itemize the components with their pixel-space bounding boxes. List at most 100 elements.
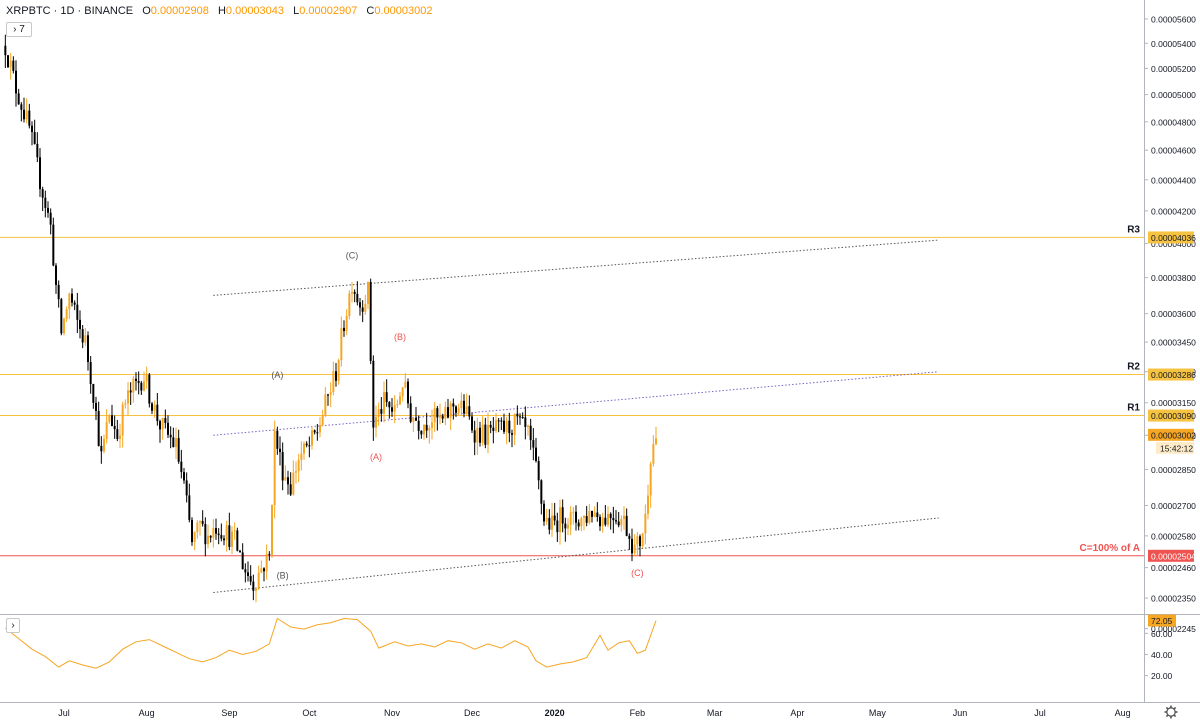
indicators-collapse-button[interactable]: › 7 xyxy=(6,22,32,37)
candle-body xyxy=(164,418,167,423)
level-label: C=100% of A xyxy=(1080,543,1140,554)
candle-body xyxy=(649,463,652,496)
candle-body xyxy=(615,520,618,522)
oscillator-collapse-button[interactable]: › xyxy=(6,618,20,633)
level-price-tag xyxy=(1148,549,1194,562)
candle-body xyxy=(108,415,111,423)
candle-body xyxy=(631,538,634,554)
price-tick-label: 0.00002245 xyxy=(1151,624,1196,634)
candle-body xyxy=(201,521,204,524)
candle-body xyxy=(183,472,186,481)
candle-body xyxy=(172,437,175,448)
candle-body xyxy=(57,284,60,300)
candle-body xyxy=(356,293,359,303)
candle-body xyxy=(380,409,383,414)
candle-body xyxy=(495,420,498,431)
candle-body xyxy=(577,522,580,527)
price-tick-label: 0.00005000 xyxy=(1151,90,1196,100)
candle-body xyxy=(393,405,396,412)
candle-body xyxy=(231,531,234,547)
price-tick-label: 0.00002350 xyxy=(1151,594,1196,604)
price-tick-label: 0.00004200 xyxy=(1151,206,1196,216)
time-axis[interactable]: Jul Aug Sep Oct Nov Dec 2020 Feb Mar Apr May Jun Jul… xyxy=(58,708,1130,718)
candle-body xyxy=(156,404,159,422)
candle-body xyxy=(332,371,335,392)
candle-body xyxy=(111,415,114,426)
candle-body xyxy=(476,427,479,443)
price-axis[interactable]: 0.00005600 0.00005400 0.00005200 0.00005000… xyxy=(1144,15,1196,635)
candle-body xyxy=(292,472,295,495)
osc-tick-label: 20.00 xyxy=(1151,671,1173,681)
candle-body xyxy=(54,265,57,285)
trend-line-lower-channel[interactable] xyxy=(213,517,939,593)
candle-body xyxy=(220,535,223,539)
candle-body xyxy=(511,433,514,435)
candle-body xyxy=(249,575,252,582)
price-tick-label: 0.00002700 xyxy=(1151,501,1196,511)
level-price-tag-text: 0.00003286 xyxy=(1151,370,1196,380)
settings-gear-icon[interactable] xyxy=(1164,705,1178,719)
candle-body xyxy=(124,403,127,405)
candle-body xyxy=(529,425,532,441)
time-tick-label: Jul xyxy=(58,708,70,718)
countdown-text: 15:42:12 xyxy=(1160,443,1193,453)
candle-body xyxy=(252,581,255,591)
candle-body xyxy=(367,281,370,304)
candle-body xyxy=(6,55,9,68)
level-label: R1 xyxy=(1127,403,1140,414)
trend-line-middle-channel[interactable] xyxy=(213,371,939,436)
candle-body xyxy=(14,70,17,94)
candle-body xyxy=(135,378,138,381)
candle-body xyxy=(567,524,570,529)
candle-body xyxy=(46,207,49,213)
candle-body xyxy=(641,533,644,547)
candlestick-series xyxy=(4,34,658,603)
level-price-tag-text: 0.00002504 xyxy=(1151,551,1196,561)
candle-body xyxy=(385,392,388,403)
candle-body xyxy=(479,427,482,443)
time-tick-label: Aug xyxy=(139,708,155,718)
oscillator-line xyxy=(4,617,657,669)
candle-body xyxy=(551,515,554,530)
candle-body xyxy=(316,432,319,434)
candle-body xyxy=(199,521,202,523)
candle-body xyxy=(391,407,394,412)
candle-body xyxy=(161,418,164,430)
time-tick-label: 2020 xyxy=(545,708,565,718)
candle-body xyxy=(132,378,135,393)
candle-body xyxy=(351,292,354,294)
candle-body xyxy=(377,409,380,417)
candle-body xyxy=(215,528,218,534)
low-value: 0.00002907 xyxy=(299,5,358,17)
candle-body xyxy=(87,335,90,362)
candle-body xyxy=(505,420,508,432)
candle-body xyxy=(116,429,119,439)
candle-body xyxy=(596,512,599,517)
candle-body xyxy=(655,438,658,445)
candle-body xyxy=(599,516,602,527)
candle-body xyxy=(297,459,300,472)
open-value: 0.00002908 xyxy=(150,5,209,17)
price-tick-label: 0.00003800 xyxy=(1151,273,1196,283)
candle-body xyxy=(287,477,290,485)
candle-body xyxy=(244,569,247,573)
high-label: H xyxy=(217,5,226,17)
candle-body xyxy=(343,327,346,332)
candle-body xyxy=(71,293,74,303)
symbol-title[interactable]: XRPBTC · 1D · BINANCE xyxy=(6,5,134,17)
candle-body xyxy=(497,420,500,422)
candle-body xyxy=(580,518,583,527)
candle-body xyxy=(447,407,450,418)
candle-body xyxy=(151,403,154,411)
candle-body xyxy=(633,544,636,554)
wave-label: (A) xyxy=(271,370,283,380)
candle-body xyxy=(38,157,41,190)
candle-body xyxy=(364,303,367,312)
candle-body xyxy=(212,528,215,538)
trend-line-upper-channel[interactable] xyxy=(213,239,939,296)
symbol-legend: XRPBTC · 1D · BINANCE O0.00002908 H0.000… xyxy=(6,5,432,17)
price-tick-label: 0.00004000 xyxy=(1151,239,1196,249)
candle-body xyxy=(396,404,399,406)
candle-body xyxy=(84,335,87,343)
